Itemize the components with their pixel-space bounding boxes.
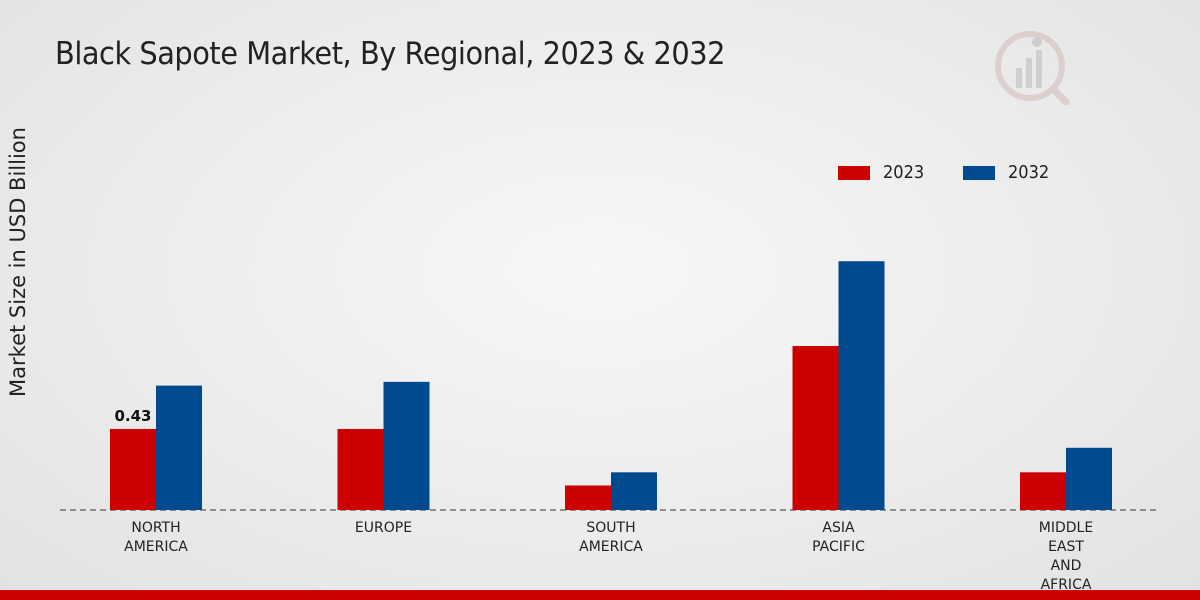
x-tick-label-4: MIDDLE EAST AND AFRICA: [1039, 520, 1093, 593]
legend: 2023 2032: [838, 162, 1088, 183]
x-tick-label-3: ASIA PACIFIC: [812, 520, 865, 555]
bar-2032-3: [838, 261, 885, 510]
legend-item-2032: 2032: [962, 162, 1054, 183]
bar-2032-1: [383, 381, 430, 510]
watermark-logo-icon: [995, 31, 1070, 106]
bottom-accent-bar: [0, 590, 1200, 600]
legend-label-2023: 2023: [883, 162, 925, 183]
legend-swatch-2032: [962, 165, 995, 180]
legend-item-2023: 2023: [838, 162, 929, 183]
bar-2032-4: [1066, 447, 1112, 510]
legend-label-2032: 2032: [1007, 162, 1050, 183]
x-tick-label-2: SOUTH AMERICA: [579, 520, 643, 555]
legend-swatch-2023: [838, 165, 870, 180]
bar-2023-4: [1020, 472, 1066, 510]
bar-2032-0: [156, 385, 202, 510]
x-tick-label-1: EUROPE: [355, 520, 412, 536]
x-tick-label-0: NORTH AMERICA: [124, 520, 188, 555]
data-label-0: 0.43: [114, 407, 151, 425]
bar-2023-1: [337, 428, 384, 510]
chart-title: Black Sapote Market, By Regional, 2023 &…: [55, 36, 726, 72]
bar-2023-0: [110, 428, 156, 510]
bar-2032-2: [611, 472, 657, 510]
bar-2023-3: [792, 346, 839, 510]
bar-2023-2: [565, 485, 611, 510]
